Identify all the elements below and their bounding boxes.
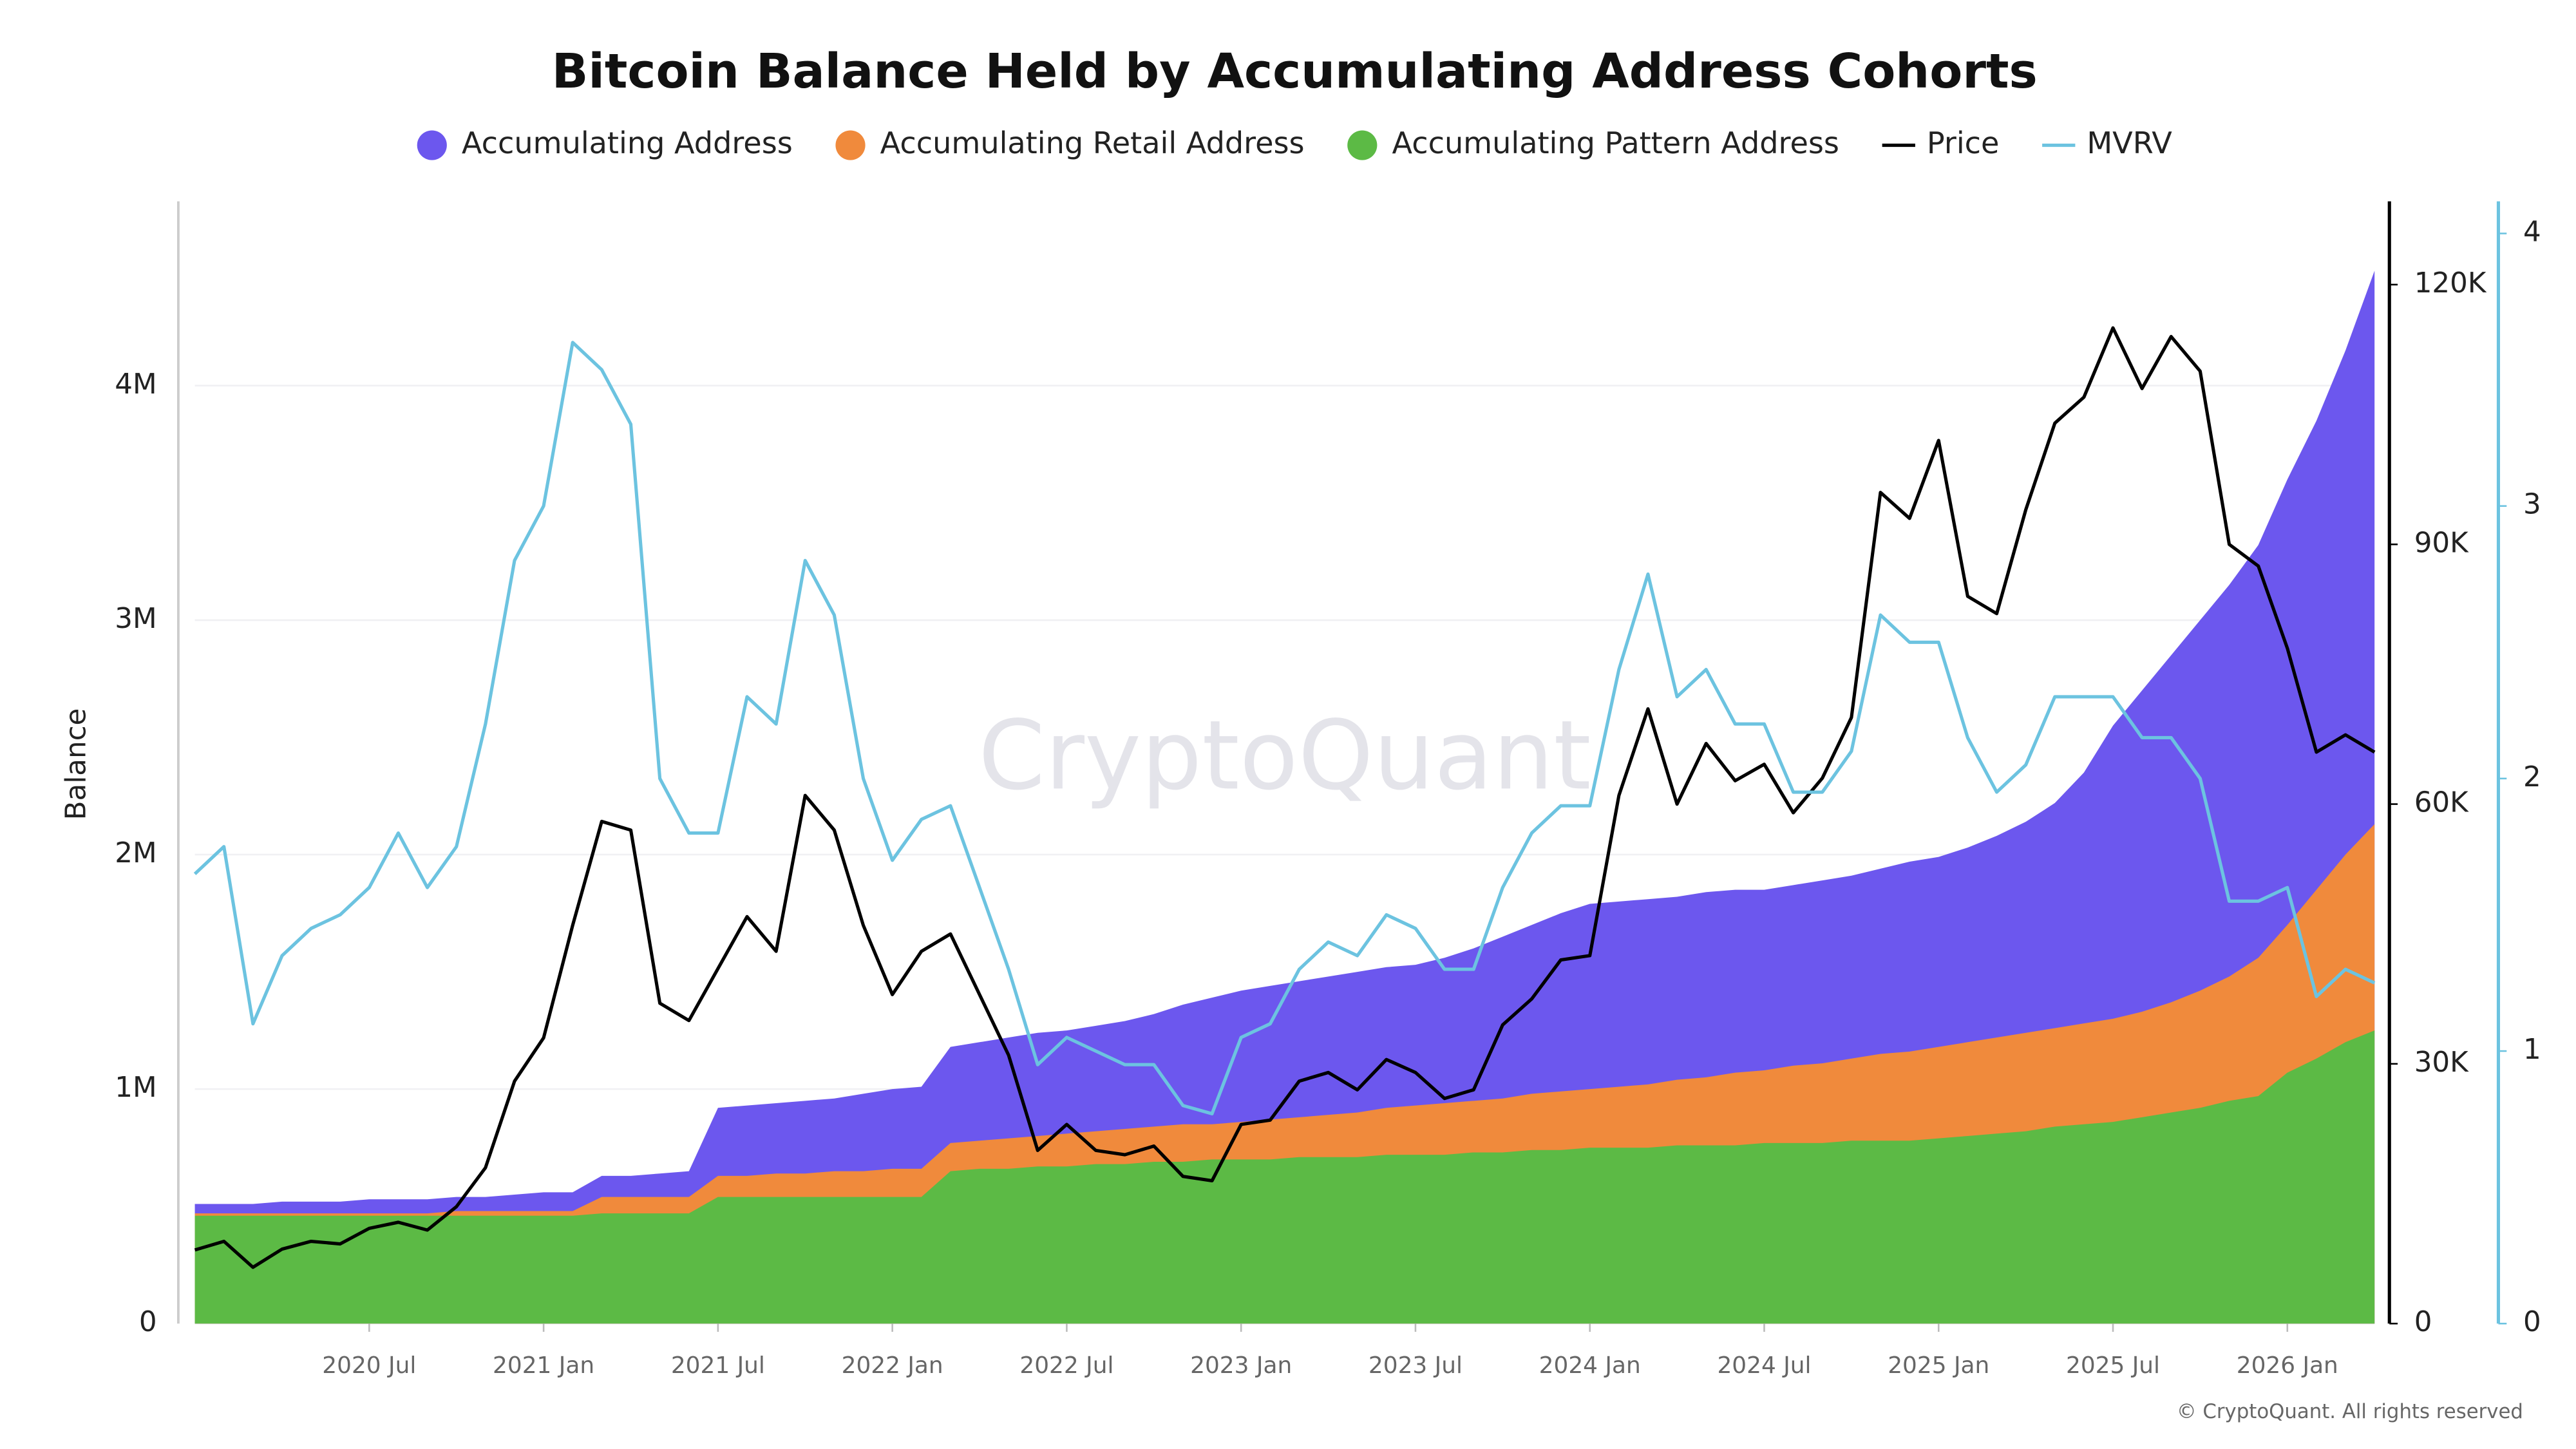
credit: © CryptoQuant. All rights reserved [2177,1400,2523,1423]
y-axis-label: Balance [61,708,93,820]
legend-item: Price [1882,126,2000,160]
area [194,1030,2375,1324]
legend-marker [1347,130,1378,160]
legend-item: Accumulating Pattern Address [1347,126,1839,160]
x-tick-label: 2020 Jul [322,1352,416,1379]
legend-item: MVRV [2042,126,2172,160]
x-tick-label: 2021 Jul [671,1352,765,1379]
legend-label: Price [1927,126,2000,160]
chart-title: Bitcoin Balance Held by Accumulating Add… [552,43,2038,99]
y2-tick-label: 120K [2414,267,2487,299]
x-tick-label: 2024 Jan [1539,1352,1641,1379]
legend: Accumulating Address Accumulating Retail … [417,126,2172,160]
y-tick-label: 0 [139,1306,157,1338]
x-tick-label: 2022 Jan [842,1352,943,1379]
x-tick-label: 2023 Jul [1368,1352,1463,1379]
x-tick-label: 2024 Jul [1717,1352,1811,1379]
y2-tick-label: 60K [2414,787,2469,819]
x-tick-label: 2026 Jan [2237,1352,2338,1379]
y3-tick-label: 0 [2523,1306,2541,1338]
legend-item: Accumulating Address [417,126,793,160]
y3-tick-label: 3 [2523,489,2541,521]
area [194,270,2375,1324]
x-tick-label: 2025 Jan [1888,1352,1989,1379]
y2-tick-label: 30K [2414,1046,2469,1079]
legend-label: Accumulating Retail Address [880,126,1305,160]
y3-tick-label: 4 [2523,216,2541,249]
y3-tick-label: 1 [2523,1034,2541,1066]
y2-tick-label: 90K [2414,527,2469,559]
legend-item: Accumulating Retail Address [835,126,1305,160]
line [194,326,2376,1269]
legend-label: Accumulating Address [462,126,793,160]
legend-label: MVRV [2087,126,2172,160]
plot [193,270,2376,1324]
y2-tick-label: 0 [2414,1306,2432,1338]
watermark: CryptoQuant [978,700,1591,811]
x-tick-label: 2021 Jan [493,1352,594,1379]
x-tick-label: 2025 Jul [2066,1352,2160,1379]
y3-tick-label: 2 [2523,761,2541,793]
y-tick-label: 1M [115,1072,156,1104]
y-tick-label: 4M [115,368,156,401]
x-tick-label: 2022 Jul [1019,1352,1113,1379]
legend-marker [417,130,447,160]
legend-marker [835,130,866,160]
line [193,341,2376,1115]
y-tick-label: 3M [115,603,156,635]
x-tick-label: 2023 Jan [1190,1352,1292,1379]
legend-label: Accumulating Pattern Address [1392,126,1839,160]
y-tick-label: 2M [115,837,156,869]
